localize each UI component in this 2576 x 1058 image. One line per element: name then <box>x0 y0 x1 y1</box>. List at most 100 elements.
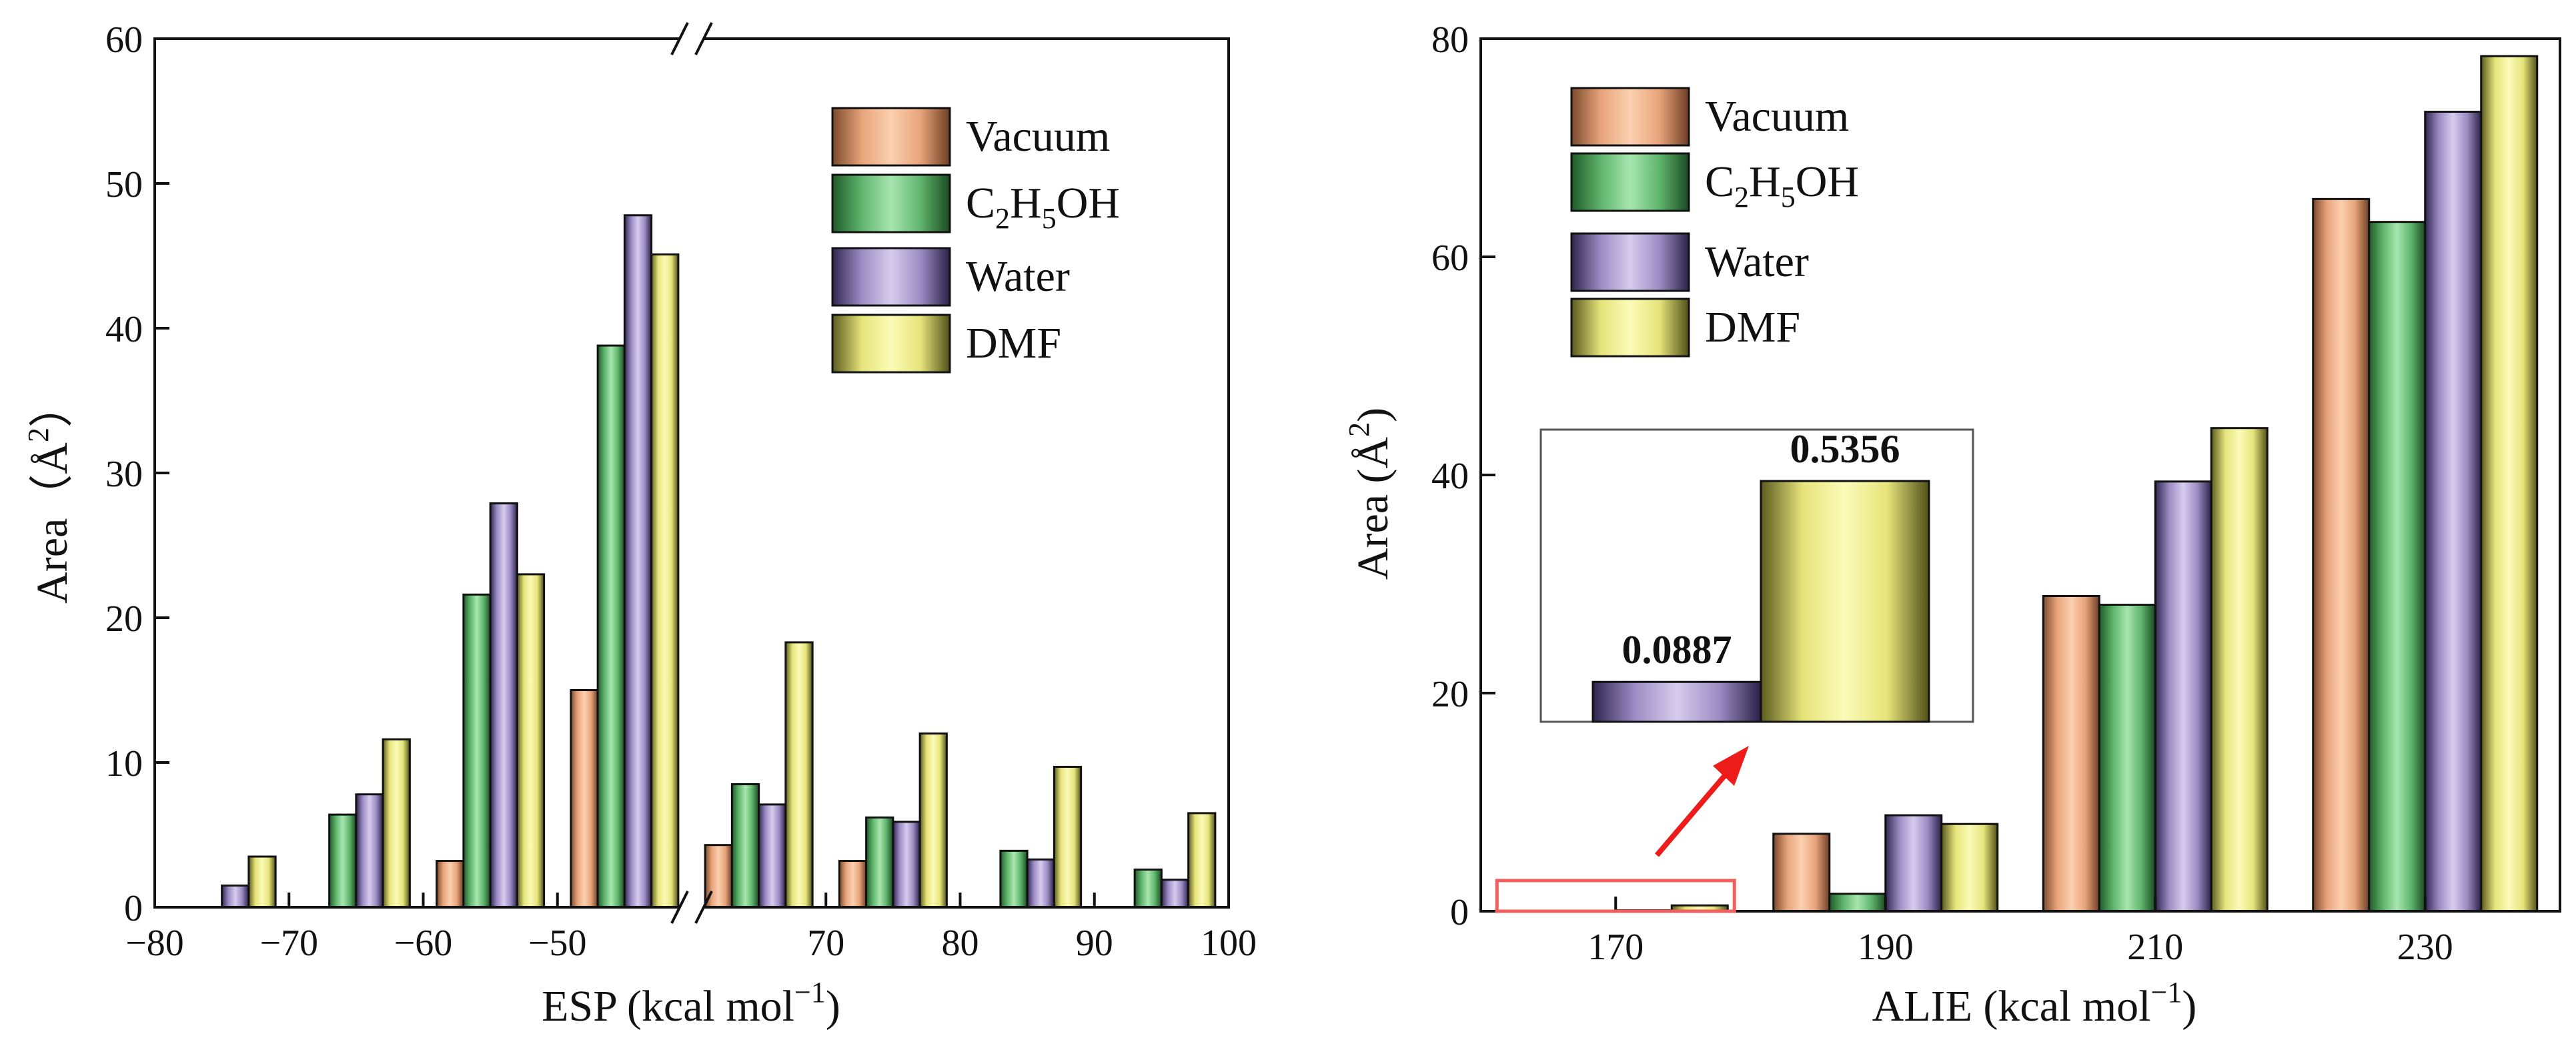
esp-legend-swatch-c2h5oh <box>831 173 951 233</box>
esp-bar-dmf--55 <box>516 573 546 909</box>
alie-x-tick-label-170: 170 <box>1587 927 1644 968</box>
alie-bar-dmf-230 <box>2480 55 2539 913</box>
alie-xlabel-main: ALIE (kcal mol <box>1872 982 2151 1031</box>
esp-bar-c2h5oh--45 <box>596 344 626 909</box>
esp-x-axis-label: ESP (kcal mol−1) <box>542 976 840 1031</box>
alie-bar-c2h5oh-210 <box>2098 604 2156 913</box>
esp-legend-label-dmf: DMF <box>966 319 1061 368</box>
alie-x-ticks: 170 190 210 230 <box>1587 897 2453 968</box>
alie-bar-water-210 <box>2154 480 2212 913</box>
alie-bar-vacuum-210 <box>2042 594 2100 913</box>
alie-bar-vacuum-190 <box>1772 833 1831 913</box>
alie-y-tick-label-0: 0 <box>1450 892 1469 933</box>
esp-bar-vacuum--55 <box>436 860 465 909</box>
esp-x-tick-label-70: 70 <box>807 923 844 964</box>
esp-x-tick-label--80: −80 <box>125 923 184 964</box>
esp-y-tick-label-0: 0 <box>124 888 143 929</box>
esp-bars <box>221 214 1217 909</box>
esp-legend-label-c2h5oh-part: C <box>966 179 995 227</box>
esp-legend-swatch-vacuum <box>831 107 951 167</box>
esp-legend-label-c2h5oh-part: 2 <box>995 202 1010 235</box>
alie-y-ticks: 0 20 40 60 80 <box>1431 19 1495 933</box>
alie-inset-value-dmf: 0.5356 <box>1790 427 1900 471</box>
alie-legend-swatch-vacuum <box>1570 87 1690 147</box>
alie-bar-c2h5oh-190 <box>1828 893 1887 913</box>
alie-inset-bar-water <box>1591 680 1762 723</box>
alie-y-tick-label-60: 60 <box>1431 237 1469 279</box>
alie-bar-c2h5oh-230 <box>2368 221 2427 913</box>
alie-bar-dmf-190 <box>1940 823 1999 913</box>
esp-x-tick-label-90: 90 <box>1076 923 1113 964</box>
esp-bar-c2h5oh-65 <box>730 783 760 909</box>
alie-inset-bar-dmf <box>1760 480 1930 723</box>
esp-y-tick-label-10: 10 <box>105 743 143 784</box>
alie-legend-label-c2h5oh: C2H5OH <box>1705 157 1859 213</box>
esp-x-ticks: −80 −70 −60 −50 70 80 90 100 <box>125 893 1257 964</box>
alie-legend-swatch-water <box>1570 232 1690 292</box>
alie-ylabel-close: ) <box>1349 408 1397 422</box>
esp-bar-water-95 <box>1160 879 1190 909</box>
esp-bar-dmf--65 <box>382 738 411 909</box>
esp-x-tick-label--50: −50 <box>528 923 587 964</box>
esp-bar-vacuum-75 <box>838 860 868 909</box>
esp-axes-frame <box>153 37 1230 909</box>
alie-xlabel-sup: −1 <box>2151 976 2182 1009</box>
alie-legend-label-c2h5oh-part: H <box>1749 157 1781 206</box>
alie-x-axis-label: ALIE (kcal mol−1) <box>1872 976 2197 1031</box>
esp-ylabel-main: Area（Å <box>28 442 77 604</box>
esp-y-axis-label: Area（Å2） <box>22 384 77 604</box>
alie-arrow-head <box>1713 746 1749 786</box>
alie-x-tick-label-190: 190 <box>1858 927 1914 968</box>
alie-legend-label-c2h5oh-part: C <box>1705 157 1734 206</box>
esp-legend-label-water: Water <box>966 252 1070 301</box>
esp-bar-water-65 <box>758 803 787 909</box>
esp-xlabel-close: ) <box>826 982 840 1031</box>
esp-bar-water-75 <box>892 821 921 909</box>
esp-x-tick-label-100: 100 <box>1201 923 1257 964</box>
esp-ylabel-sup: 2 <box>22 428 55 442</box>
esp-bar-c2h5oh--65 <box>328 813 358 909</box>
alie-highlight-box <box>1495 879 1736 913</box>
alie-y-tick-label-80: 80 <box>1431 19 1469 61</box>
esp-legend-label-vacuum: Vacuum <box>966 112 1110 161</box>
esp-bar-c2h5oh-85 <box>999 849 1029 909</box>
alie-legend-label-dmf: DMF <box>1705 303 1800 352</box>
esp-y-tick-label-40: 40 <box>105 309 143 350</box>
esp-legend-label-c2h5oh-part: 5 <box>1042 202 1057 235</box>
alie-x-tick-label-230: 230 <box>2397 927 2453 968</box>
alie-y-tick-label-40: 40 <box>1431 456 1469 497</box>
esp-bar-c2h5oh--55 <box>462 593 492 909</box>
esp-legend-label-c2h5oh: C2H5OH <box>966 179 1120 235</box>
esp-break-slash-top-b <box>694 22 713 55</box>
alie-legend-label-water: Water <box>1705 237 1809 286</box>
esp-legend: Vacuum C2H5OH Water DMF <box>831 107 1120 374</box>
esp-y-tick-label-50: 50 <box>105 164 143 205</box>
esp-xlabel-sup: −1 <box>794 976 826 1009</box>
alie-xlabel-close: ) <box>2182 982 2196 1031</box>
esp-axis-break <box>670 22 713 924</box>
alie-legend-label-c2h5oh-part: 2 <box>1734 181 1749 213</box>
esp-bar-water-85 <box>1026 858 1055 909</box>
alie-arrow-shaft <box>1654 762 1737 857</box>
alie-bar-water-230 <box>2424 111 2483 913</box>
esp-y-ticks: 0 10 20 30 40 50 60 <box>105 19 169 929</box>
alie-legend-label-vacuum: Vacuum <box>1705 92 1849 141</box>
alie-bar-dmf-210 <box>2210 427 2269 913</box>
esp-legend-swatch-water <box>831 247 951 307</box>
esp-bar-water--45 <box>623 214 653 909</box>
esp-bar-dmf-85 <box>1053 766 1083 909</box>
esp-legend-swatch-dmf <box>831 314 951 374</box>
esp-y-tick-label-60: 60 <box>105 19 143 61</box>
esp-bar-dmf--75 <box>247 855 277 909</box>
esp-bar-dmf-75 <box>918 732 948 909</box>
esp-bar-vacuum--45 <box>570 689 599 909</box>
alie-legend-label-c2h5oh-part: OH <box>1796 157 1859 206</box>
esp-break-slash-top-a <box>670 22 689 55</box>
alie-axes-frame <box>1479 37 2561 913</box>
esp-bar-dmf--45 <box>650 253 680 909</box>
alie-legend-swatch-dmf <box>1570 298 1690 358</box>
alie-y-tick-label-20: 20 <box>1431 674 1469 715</box>
alie-zoom-inset: 0.0887 0.5356 <box>1539 427 1974 723</box>
